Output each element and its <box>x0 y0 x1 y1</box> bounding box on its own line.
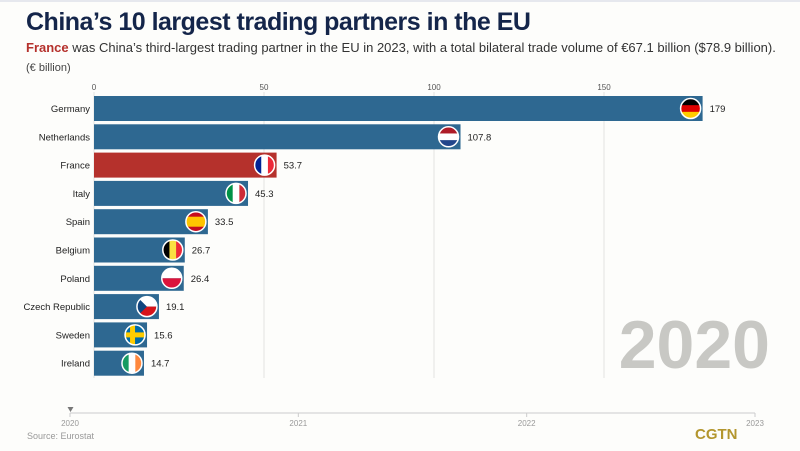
category-label: Italy <box>73 189 91 200</box>
flag-border <box>185 210 207 233</box>
value-label: 107.8 <box>468 132 492 143</box>
unit-label: (€ billion) <box>26 62 71 74</box>
value-label: 179 <box>710 104 726 115</box>
category-label: Czech Republic <box>23 302 90 313</box>
value-label: 26.7 <box>192 246 211 257</box>
bar <box>94 180 249 206</box>
top-rule <box>0 0 800 2</box>
belgium-flag-icon <box>162 240 183 260</box>
chart-subtitle: France was China’s third-largest trading… <box>26 40 776 55</box>
x-tick-label: 150 <box>597 83 611 92</box>
value-label: 45.3 <box>255 189 274 200</box>
czech-republic-flag-icon <box>136 296 157 317</box>
bar <box>94 124 461 150</box>
bar <box>94 96 703 121</box>
timeline-marker <box>67 407 74 412</box>
timeline-label: 2020 <box>61 419 79 428</box>
poland-flag-icon <box>161 268 182 289</box>
value-label: 53.7 <box>284 161 303 172</box>
source-note: Source: Eurostat <box>27 431 95 441</box>
flag-border <box>136 295 158 318</box>
flag-border <box>225 182 247 205</box>
flag-border <box>162 239 184 261</box>
flag-border <box>437 126 460 148</box>
category-label: Belgium <box>56 246 90 257</box>
cgtn-logo: CGTN <box>695 426 738 443</box>
flag-border <box>121 352 143 374</box>
netherlands-flag-icon <box>438 126 459 147</box>
value-label: 15.6 <box>154 330 173 341</box>
category-label: Poland <box>60 274 90 285</box>
spain-flag-icon <box>185 211 206 232</box>
year-watermark: 2020 <box>618 307 770 383</box>
subtitle-highlight: France <box>26 40 69 55</box>
category-label: Netherlands <box>39 132 90 143</box>
value-label: 19.1 <box>166 302 185 313</box>
flag-border <box>253 154 276 176</box>
category-label: Spain <box>66 217 90 228</box>
subtitle-text: was China’s third-largest trading partne… <box>68 40 776 55</box>
flag-border <box>161 267 183 290</box>
category-label: Sweden <box>56 330 90 341</box>
germany-flag-icon <box>680 98 701 119</box>
x-tick-label: 50 <box>260 83 269 92</box>
x-tick-label: 0 <box>92 83 97 92</box>
ireland-flag-icon <box>121 353 142 374</box>
timeline-label: 2021 <box>289 419 307 428</box>
value-label: 14.7 <box>151 359 170 370</box>
category-label: Germany <box>51 104 90 115</box>
timeline-label: 2023 <box>746 419 764 428</box>
italy-flag-icon <box>226 183 247 204</box>
value-label: 33.5 <box>215 217 234 228</box>
category-label: France <box>60 161 90 172</box>
flag-border <box>124 324 146 346</box>
chart-title: China’s 10 largest trading partners in t… <box>26 8 531 36</box>
x-tick-label: 100 <box>427 83 441 92</box>
flag-border <box>679 97 702 120</box>
value-label: 26.4 <box>191 274 210 285</box>
bar <box>94 152 277 178</box>
timeline-label: 2022 <box>518 419 536 428</box>
france-flag-icon <box>254 155 275 176</box>
sweden-flag-icon <box>125 324 146 345</box>
category-label: Ireland <box>61 359 90 370</box>
